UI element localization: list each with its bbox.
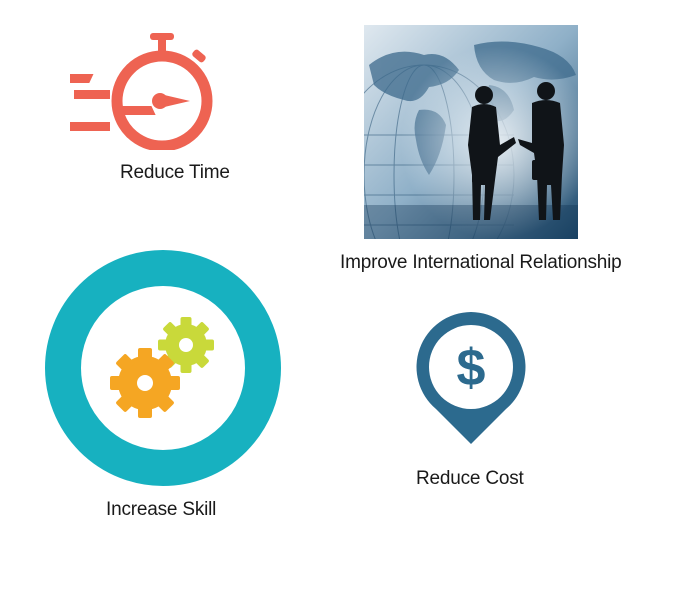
stopwatch-icon	[51, 30, 215, 152]
improve-relationship-label: Improve International Relationship	[340, 252, 622, 273]
dollar-pin-icon: $	[412, 308, 530, 446]
dollar-sign: $	[457, 339, 486, 397]
reduce-cost-label: Reduce Cost	[416, 468, 524, 489]
reduce-time-label: Reduce Time	[120, 162, 230, 183]
handshake-world-map-image	[333, 25, 578, 286]
gears-icon	[45, 250, 281, 486]
increase-skill-label: Increase Skill	[106, 499, 217, 520]
